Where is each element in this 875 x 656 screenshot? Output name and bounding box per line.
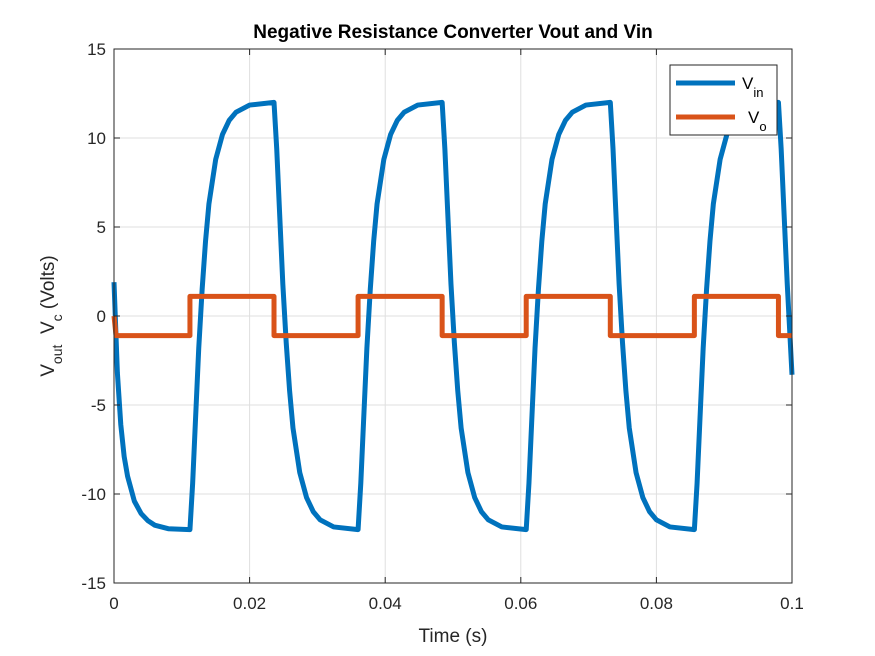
y-tick-label: -10 bbox=[81, 485, 106, 504]
y-tick-label: 10 bbox=[87, 129, 106, 148]
series-line-o bbox=[111, 293, 792, 339]
x-tick-label: 0.04 bbox=[369, 594, 402, 613]
legend-box bbox=[669, 64, 778, 136]
y-axis-label: Vout Vc (Volts) bbox=[38, 255, 65, 377]
legend: Vin Vo bbox=[669, 64, 778, 136]
y-axis-label-subscript: c bbox=[49, 314, 65, 321]
chart-title: Negative Resistance Converter Vout and V… bbox=[253, 22, 652, 43]
series-layer bbox=[111, 99, 795, 533]
y-tick-label: -15 bbox=[81, 574, 106, 593]
legend-label-o: Vo bbox=[748, 108, 767, 134]
x-tick-label: 0.06 bbox=[504, 594, 537, 613]
x-axis-label: Time (s) bbox=[419, 626, 488, 647]
legend-label-in: Vin bbox=[742, 74, 763, 100]
series-line-in bbox=[111, 99, 795, 533]
y-tick-label: -5 bbox=[91, 396, 106, 415]
x-tick-label: 0.08 bbox=[640, 594, 673, 613]
y-tick-label: 0 bbox=[97, 307, 106, 326]
x-tick-label: 0.1 bbox=[780, 594, 804, 613]
x-tick-label: 0.02 bbox=[233, 594, 266, 613]
y-tick-label: 5 bbox=[97, 218, 106, 237]
y-tick-label: 15 bbox=[87, 40, 106, 59]
ticks: 0 0.02 0.04 0.06 0.08 0.1 -15 -10 -5 0 5 10 15 bbox=[81, 40, 803, 613]
y-axis-label-base: V bbox=[38, 364, 59, 377]
y-axis-label-unit: (Volts) bbox=[38, 255, 59, 314]
y-axis-label-base: V bbox=[38, 321, 59, 345]
x-tick-label: 0 bbox=[109, 594, 118, 613]
y-axis-label-subscript: out bbox=[49, 344, 65, 364]
